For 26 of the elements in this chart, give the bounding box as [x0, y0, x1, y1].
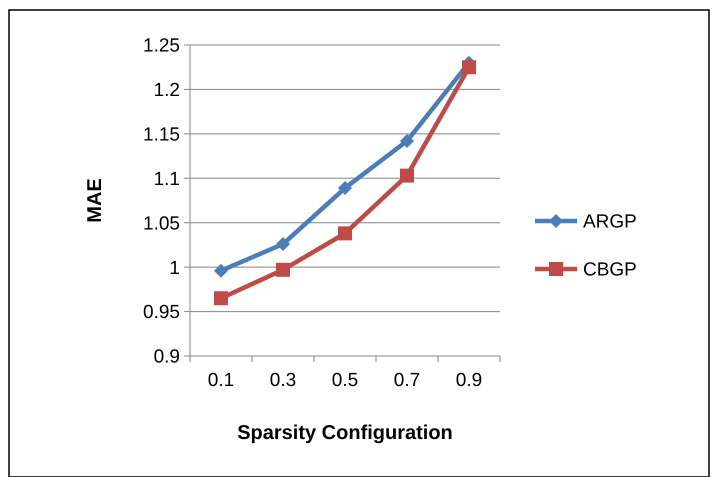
point — [400, 134, 414, 148]
point — [276, 237, 290, 252]
y-axis-title: MAE — [84, 178, 106, 223]
y-tick-label: 1.15 — [143, 124, 180, 146]
legend-label: CBGP — [583, 260, 637, 281]
point — [214, 264, 228, 278]
y-tick-label: 1 — [169, 258, 180, 279]
point — [462, 60, 476, 74]
y-tick-label: 0.9 — [154, 346, 180, 368]
x-tick-label: 0.5 — [332, 370, 358, 391]
x-tick-label: 0.7 — [394, 370, 420, 391]
point — [214, 291, 228, 306]
y-tick-label: 1.2 — [154, 80, 180, 102]
x-tick-label: 0.9 — [456, 370, 482, 391]
x-tick-label: 0.1 — [208, 370, 234, 391]
y-tick-label: 1.25 — [143, 36, 180, 57]
point — [338, 181, 352, 196]
y-tick-label: 0.95 — [143, 302, 180, 324]
point — [338, 226, 352, 240]
y-tick-label: 1.05 — [143, 213, 180, 234]
y-tick-label: 1.1 — [154, 168, 180, 190]
point — [400, 168, 414, 183]
point — [276, 262, 290, 277]
x-tick-label: 0.3 — [270, 370, 296, 391]
legend-label: ARGP — [583, 212, 637, 233]
x-axis-title: Sparsity Configuration — [237, 422, 453, 444]
